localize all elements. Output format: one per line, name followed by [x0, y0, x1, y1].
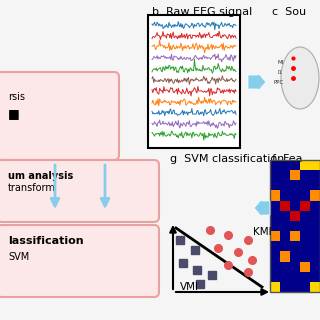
Bar	[300, 241, 310, 252]
Bar	[280, 221, 290, 231]
Text: b  Raw EEG signal: b Raw EEG signal	[152, 7, 252, 17]
Bar	[310, 221, 320, 231]
Bar	[300, 180, 310, 190]
Bar	[148, 15, 240, 148]
Bar	[270, 231, 280, 241]
Bar	[300, 261, 310, 272]
Bar	[290, 201, 300, 211]
Bar	[310, 160, 320, 170]
Bar	[310, 201, 320, 211]
Bar	[290, 241, 300, 252]
Bar	[290, 211, 300, 221]
Bar	[280, 282, 290, 292]
FancyBboxPatch shape	[0, 160, 159, 222]
Bar	[270, 180, 280, 190]
Bar	[290, 221, 300, 231]
Bar	[270, 241, 280, 252]
Bar	[270, 170, 280, 180]
Bar	[270, 211, 280, 221]
Text: SVM: SVM	[8, 252, 29, 262]
Bar	[310, 190, 320, 201]
Bar	[300, 282, 310, 292]
Ellipse shape	[281, 47, 319, 109]
Bar	[280, 272, 290, 282]
Bar	[280, 231, 290, 241]
Bar	[280, 160, 290, 170]
Bar	[310, 231, 320, 241]
Bar	[310, 180, 320, 190]
Bar	[290, 170, 300, 180]
Bar	[310, 261, 320, 272]
Text: PPC: PPC	[274, 80, 284, 85]
Bar	[290, 231, 300, 241]
FancyArrow shape	[248, 73, 266, 91]
Bar	[300, 170, 310, 180]
Bar	[290, 272, 300, 282]
Bar	[300, 201, 310, 211]
Text: g  SVM classification: g SVM classification	[170, 154, 284, 164]
Bar	[280, 261, 290, 272]
Bar	[300, 211, 310, 221]
Text: transform: transform	[8, 183, 56, 193]
Bar	[290, 190, 300, 201]
Bar	[270, 190, 280, 201]
Bar	[300, 252, 310, 261]
Bar	[270, 201, 280, 211]
FancyBboxPatch shape	[0, 225, 159, 297]
Bar	[310, 272, 320, 282]
Bar	[280, 201, 290, 211]
Text: ■: ■	[8, 107, 20, 120]
Bar	[300, 221, 310, 231]
Bar	[270, 160, 320, 292]
Bar	[270, 221, 280, 231]
Bar	[310, 241, 320, 252]
Bar	[310, 282, 320, 292]
Bar	[270, 252, 280, 261]
Text: VMI: VMI	[180, 282, 199, 292]
Bar	[290, 160, 300, 170]
Text: f  Fea: f Fea	[272, 154, 302, 164]
Bar	[310, 252, 320, 261]
Bar	[290, 252, 300, 261]
Bar	[270, 272, 280, 282]
Bar	[280, 180, 290, 190]
Bar	[300, 231, 310, 241]
Text: MI: MI	[277, 60, 283, 65]
Text: l1: l1	[277, 70, 282, 75]
Bar	[300, 160, 310, 170]
Bar	[280, 252, 290, 261]
Bar	[310, 211, 320, 221]
Text: KMI: KMI	[253, 227, 272, 237]
Bar	[290, 180, 300, 190]
Bar	[270, 160, 280, 170]
Bar	[280, 170, 290, 180]
Bar	[270, 261, 280, 272]
Text: um analysis: um analysis	[8, 171, 73, 181]
Bar	[300, 272, 310, 282]
Text: c  Sou: c Sou	[272, 7, 306, 17]
Bar	[300, 190, 310, 201]
Text: rsis: rsis	[8, 92, 25, 102]
Bar	[280, 190, 290, 201]
Bar	[290, 261, 300, 272]
FancyArrow shape	[254, 199, 270, 217]
FancyBboxPatch shape	[0, 72, 119, 160]
Bar	[270, 282, 280, 292]
Bar	[310, 170, 320, 180]
Bar	[280, 241, 290, 252]
Bar	[280, 211, 290, 221]
Text: lassification: lassification	[8, 236, 84, 246]
Bar	[290, 282, 300, 292]
